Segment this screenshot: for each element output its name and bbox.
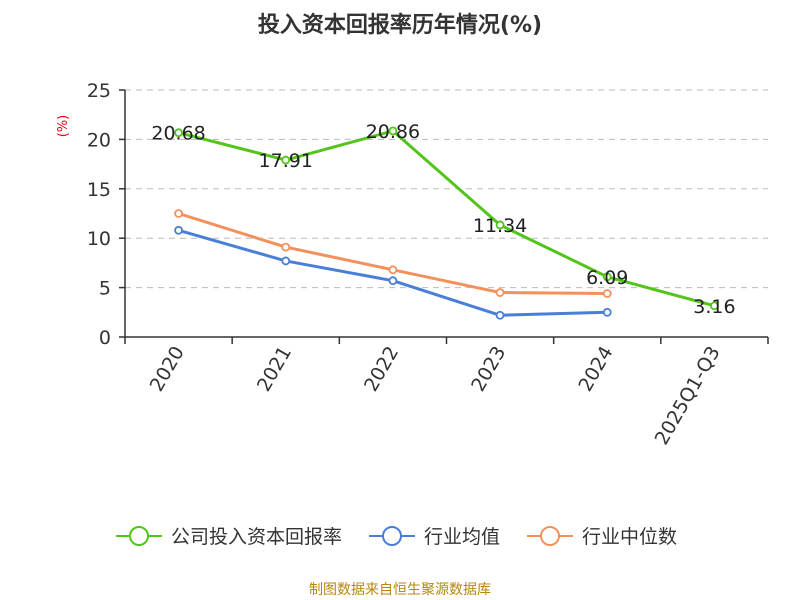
- y-tick-label: 20: [87, 129, 111, 151]
- data-point: [495, 310, 505, 320]
- y-tick-label: 10: [87, 228, 111, 250]
- x-tick-label: 2021: [253, 343, 296, 396]
- data-point: [602, 272, 612, 282]
- data-point: [495, 220, 505, 230]
- data-point: [495, 288, 505, 297]
- data-point: [602, 289, 612, 298]
- chart-title: 投入资本回报率历年情况(%): [258, 12, 542, 38]
- y-tick-label: 5: [99, 278, 111, 300]
- data-label: 3.16: [693, 296, 735, 318]
- legend: 公司投入资本回报率 行业均值 行业中位数: [116, 526, 677, 548]
- data-point: [710, 301, 719, 311]
- x-tick-label: 2022: [360, 343, 403, 396]
- x-tick-label: 2025Q1-Q3: [651, 343, 725, 449]
- data-labels: 20.68 17.91 20.86 11.34 6.09 3.16: [151, 121, 735, 318]
- legend-item-2: 行业中位数: [527, 526, 677, 548]
- legend-label: 公司投入资本回报率: [171, 526, 342, 548]
- legend-item-1: 行业均值: [369, 526, 500, 548]
- x-tick-label: 2020: [146, 343, 189, 396]
- legend-label: 行业中位数: [582, 526, 677, 548]
- legend-swatch-marker: [382, 526, 402, 546]
- y-tick-label: 25: [87, 80, 111, 102]
- data-label: 6.09: [586, 267, 628, 289]
- grid-lines: [125, 89, 768, 289]
- legend-label: 行业均值: [424, 526, 500, 548]
- data-label: 17.91: [259, 150, 313, 172]
- y-tick-label: 15: [87, 179, 111, 201]
- source-note: 制图数据来自恒生聚源数据库: [309, 582, 491, 598]
- data-label: 20.86: [366, 121, 420, 143]
- data-point: [388, 126, 398, 136]
- y-axis-unit-label: (%): [56, 115, 71, 138]
- legend-item-0: 公司投入资本回报率: [116, 526, 342, 548]
- x-tick-label: 2024: [574, 343, 617, 396]
- data-point: [388, 265, 398, 275]
- data-point: [174, 225, 183, 235]
- data-point: [281, 256, 291, 266]
- series-lines: [174, 126, 719, 320]
- data-point: [388, 276, 398, 286]
- data-point: [174, 209, 183, 218]
- data-label: 20.68: [151, 123, 205, 145]
- data-label: 11.34: [473, 215, 527, 237]
- data-point: [281, 242, 291, 252]
- legend-swatch-marker: [129, 526, 149, 546]
- legend-swatch-marker: [540, 526, 560, 546]
- data-point: [174, 128, 183, 138]
- data-point: [602, 307, 612, 317]
- series-line-0: [178, 129, 715, 308]
- data-point: [281, 155, 291, 165]
- y-tick-label: 0: [99, 327, 111, 349]
- x-tick-label: 2023: [467, 343, 510, 396]
